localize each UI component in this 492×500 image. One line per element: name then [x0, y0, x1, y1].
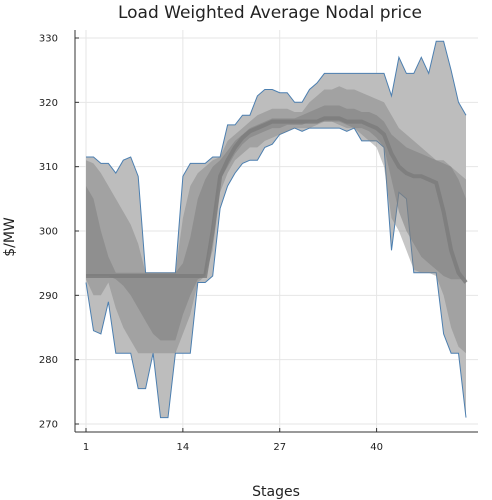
- x-tick-label: 40: [370, 442, 383, 453]
- x-axis-label: Stages: [252, 484, 300, 500]
- band-p25-p75: [86, 105, 466, 341]
- y-ticks: 270 280 290 300 310 320 330: [39, 34, 79, 431]
- y-tick-label: 280: [39, 355, 58, 366]
- y-tick-label: 330: [39, 34, 58, 45]
- x-tick-label: 14: [176, 442, 189, 453]
- y-tick-label: 300: [39, 227, 58, 238]
- x-ticks: 1 14 27 40: [83, 428, 383, 453]
- y-tick-label: 310: [39, 162, 58, 173]
- y-tick-label: 320: [39, 98, 58, 109]
- chart-title: Load Weighted Average Nodal price: [118, 3, 422, 23]
- band-min-max: [86, 41, 466, 418]
- y-axis-label: $/MW: [2, 217, 18, 257]
- y-tick-label: 290: [39, 291, 58, 302]
- price-bands: [85, 40, 467, 419]
- median-line-group: [86, 116, 468, 284]
- x-tick-label: 1: [83, 442, 89, 453]
- x-tick-label: 27: [273, 442, 286, 453]
- y-tick-label: 270: [39, 420, 58, 431]
- median-line: [86, 116, 468, 284]
